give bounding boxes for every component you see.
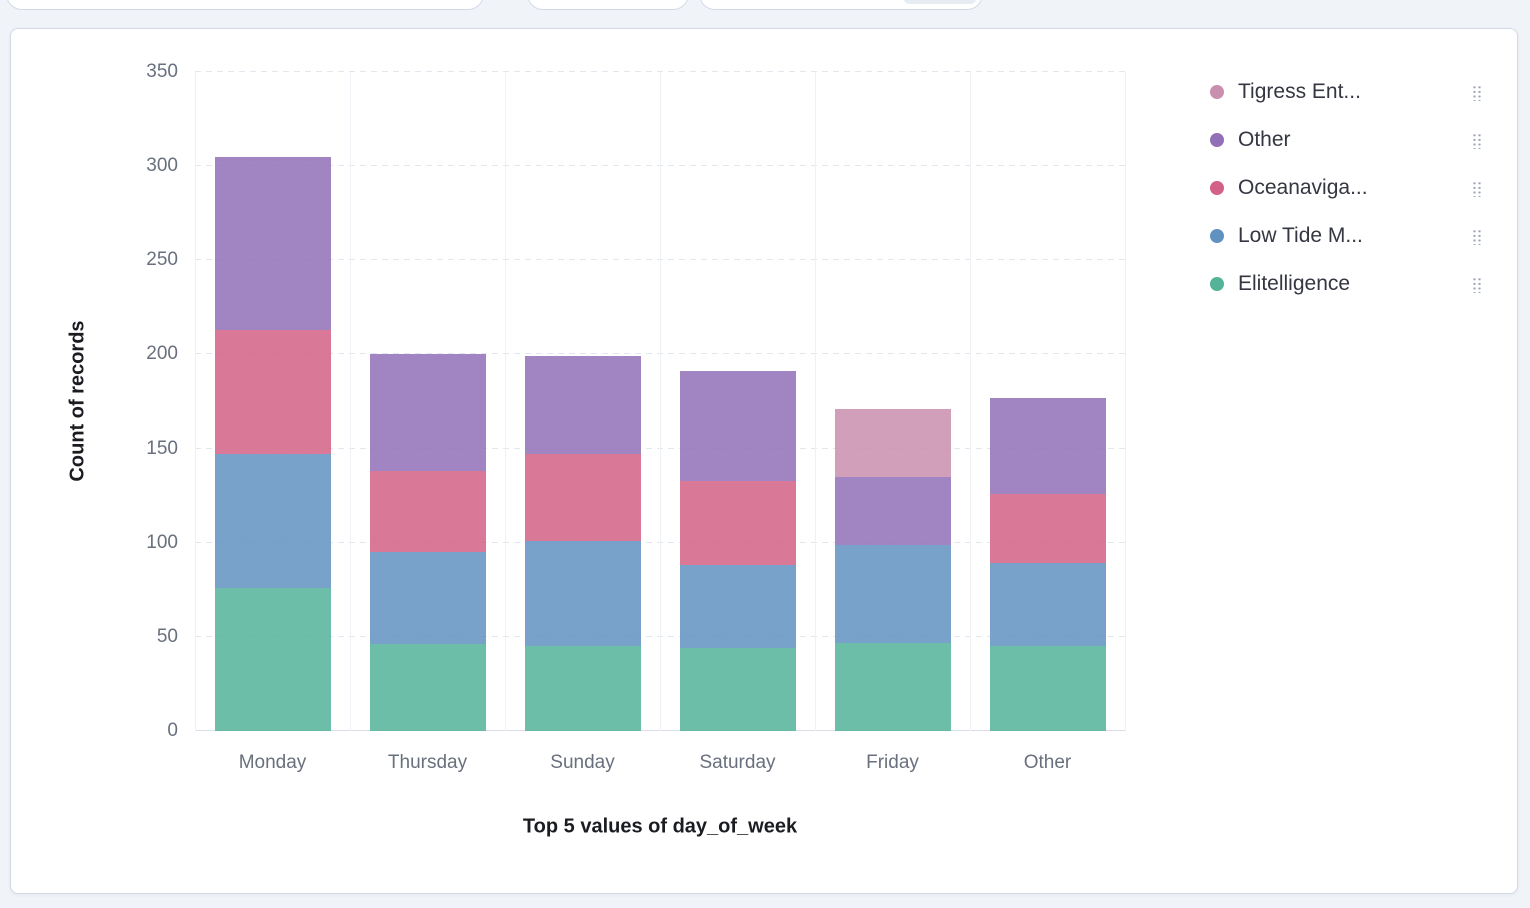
bar-segment-friday-elitelligence[interactable] <box>834 642 951 731</box>
x-tick-label: Saturday <box>699 752 776 773</box>
legend-item-actions-icon[interactable] <box>1472 179 1482 197</box>
legend-label: Elitelligence <box>1238 272 1351 295</box>
bar-segment-saturday-low-tide-m[interactable] <box>679 565 796 649</box>
legend-color-dot <box>1210 229 1224 243</box>
bar-segment-other-low-tide-m[interactable] <box>989 563 1106 647</box>
bar-segment-thursday-other[interactable] <box>369 354 486 472</box>
bar-segment-sunday-other[interactable] <box>524 356 641 455</box>
bar-segment-friday-tigress-ent[interactable] <box>834 409 951 477</box>
gridline-x <box>195 72 196 731</box>
bar-segment-saturday-elitelligence[interactable] <box>679 648 796 731</box>
y-tick-label: 0 <box>167 720 178 741</box>
legend-label: Oceanaviga... <box>1238 176 1368 199</box>
legend-item-actions-icon[interactable] <box>1472 131 1482 149</box>
x-tick-label: Thursday <box>387 752 468 773</box>
y-axis-title: Count of records <box>66 320 89 482</box>
legend-item-elitelligence[interactable]: Elitelligence <box>1210 260 1482 308</box>
bar-segment-monday-low-tide-m[interactable] <box>214 454 331 588</box>
y-tick-label: 200 <box>146 343 178 365</box>
legend-item-low-tide-m[interactable]: Low Tide M... <box>1210 212 1482 260</box>
x-axis-title: Top 5 values of day_of_week <box>522 815 798 838</box>
filter-pill-inner-button[interactable] <box>904 0 976 4</box>
bar-segment-thursday-oceanaviga[interactable] <box>369 471 486 553</box>
y-tick-label: 350 <box>146 61 178 82</box>
bar-segment-sunday-elitelligence[interactable] <box>524 646 641 731</box>
bar-segment-thursday-elitelligence[interactable] <box>369 644 486 731</box>
legend-item-oceanaviga[interactable]: Oceanaviga... <box>1210 164 1482 212</box>
gridline-x <box>815 72 816 731</box>
legend-item-other[interactable]: Other <box>1210 116 1482 164</box>
gridline-y-350 <box>195 71 1125 72</box>
legend-label: Other <box>1238 128 1291 151</box>
y-tick-label: 100 <box>146 531 178 553</box>
y-tick-label: 300 <box>146 155 178 177</box>
bar-segment-monday-elitelligence[interactable] <box>214 587 331 731</box>
legend-item-tigress-ent[interactable]: Tigress Ent... <box>1210 68 1482 116</box>
x-tick-label: Other <box>1023 752 1072 773</box>
bar-segment-thursday-low-tide-m[interactable] <box>369 552 486 645</box>
bar-segment-other-oceanaviga[interactable] <box>989 493 1106 564</box>
legend-label: Low Tide M... <box>1238 224 1363 247</box>
legend-label: Tigress Ent... <box>1238 80 1361 103</box>
filter-pill-2[interactable] <box>527 0 689 10</box>
bar-segment-sunday-low-tide-m[interactable] <box>524 540 641 647</box>
bar-segment-saturday-oceanaviga[interactable] <box>679 480 796 566</box>
bar-segment-friday-low-tide-m[interactable] <box>834 544 951 643</box>
y-tick-label: 250 <box>146 249 178 271</box>
y-tick-label: 150 <box>146 437 178 459</box>
legend: Tigress Ent... Other Oceanaviga... Low Tide… <box>1210 68 1482 308</box>
gridline-x <box>350 72 351 731</box>
bar-segment-monday-other[interactable] <box>214 156 331 330</box>
x-tick-label: Sunday <box>550 752 615 773</box>
bar-segment-saturday-other[interactable] <box>679 371 796 481</box>
x-tick-label: Monday <box>238 752 307 773</box>
bar-segment-monday-oceanaviga[interactable] <box>214 329 331 455</box>
gridline-x <box>505 72 506 731</box>
legend-color-dot <box>1210 181 1224 195</box>
bar-segment-friday-other[interactable] <box>834 476 951 545</box>
legend-color-dot <box>1210 85 1224 99</box>
y-tick-label: 50 <box>156 625 178 647</box>
legend-color-dot <box>1210 133 1224 147</box>
legend-item-actions-icon[interactable] <box>1472 275 1482 293</box>
x-tick-label: Friday <box>866 752 919 773</box>
plot-area <box>195 71 1126 731</box>
legend-item-actions-icon[interactable] <box>1472 227 1482 245</box>
bar-segment-other-other[interactable] <box>989 397 1106 494</box>
gridline-x <box>1125 72 1126 731</box>
legend-color-dot <box>1210 277 1224 291</box>
bar-segment-sunday-oceanaviga[interactable] <box>524 454 641 541</box>
filter-pill-3[interactable] <box>699 0 983 10</box>
gridline-x <box>970 72 971 731</box>
filter-pill-1[interactable] <box>6 0 484 10</box>
gridline-x <box>660 72 661 731</box>
bar-segment-other-elitelligence[interactable] <box>989 646 1106 731</box>
legend-item-actions-icon[interactable] <box>1472 83 1482 101</box>
